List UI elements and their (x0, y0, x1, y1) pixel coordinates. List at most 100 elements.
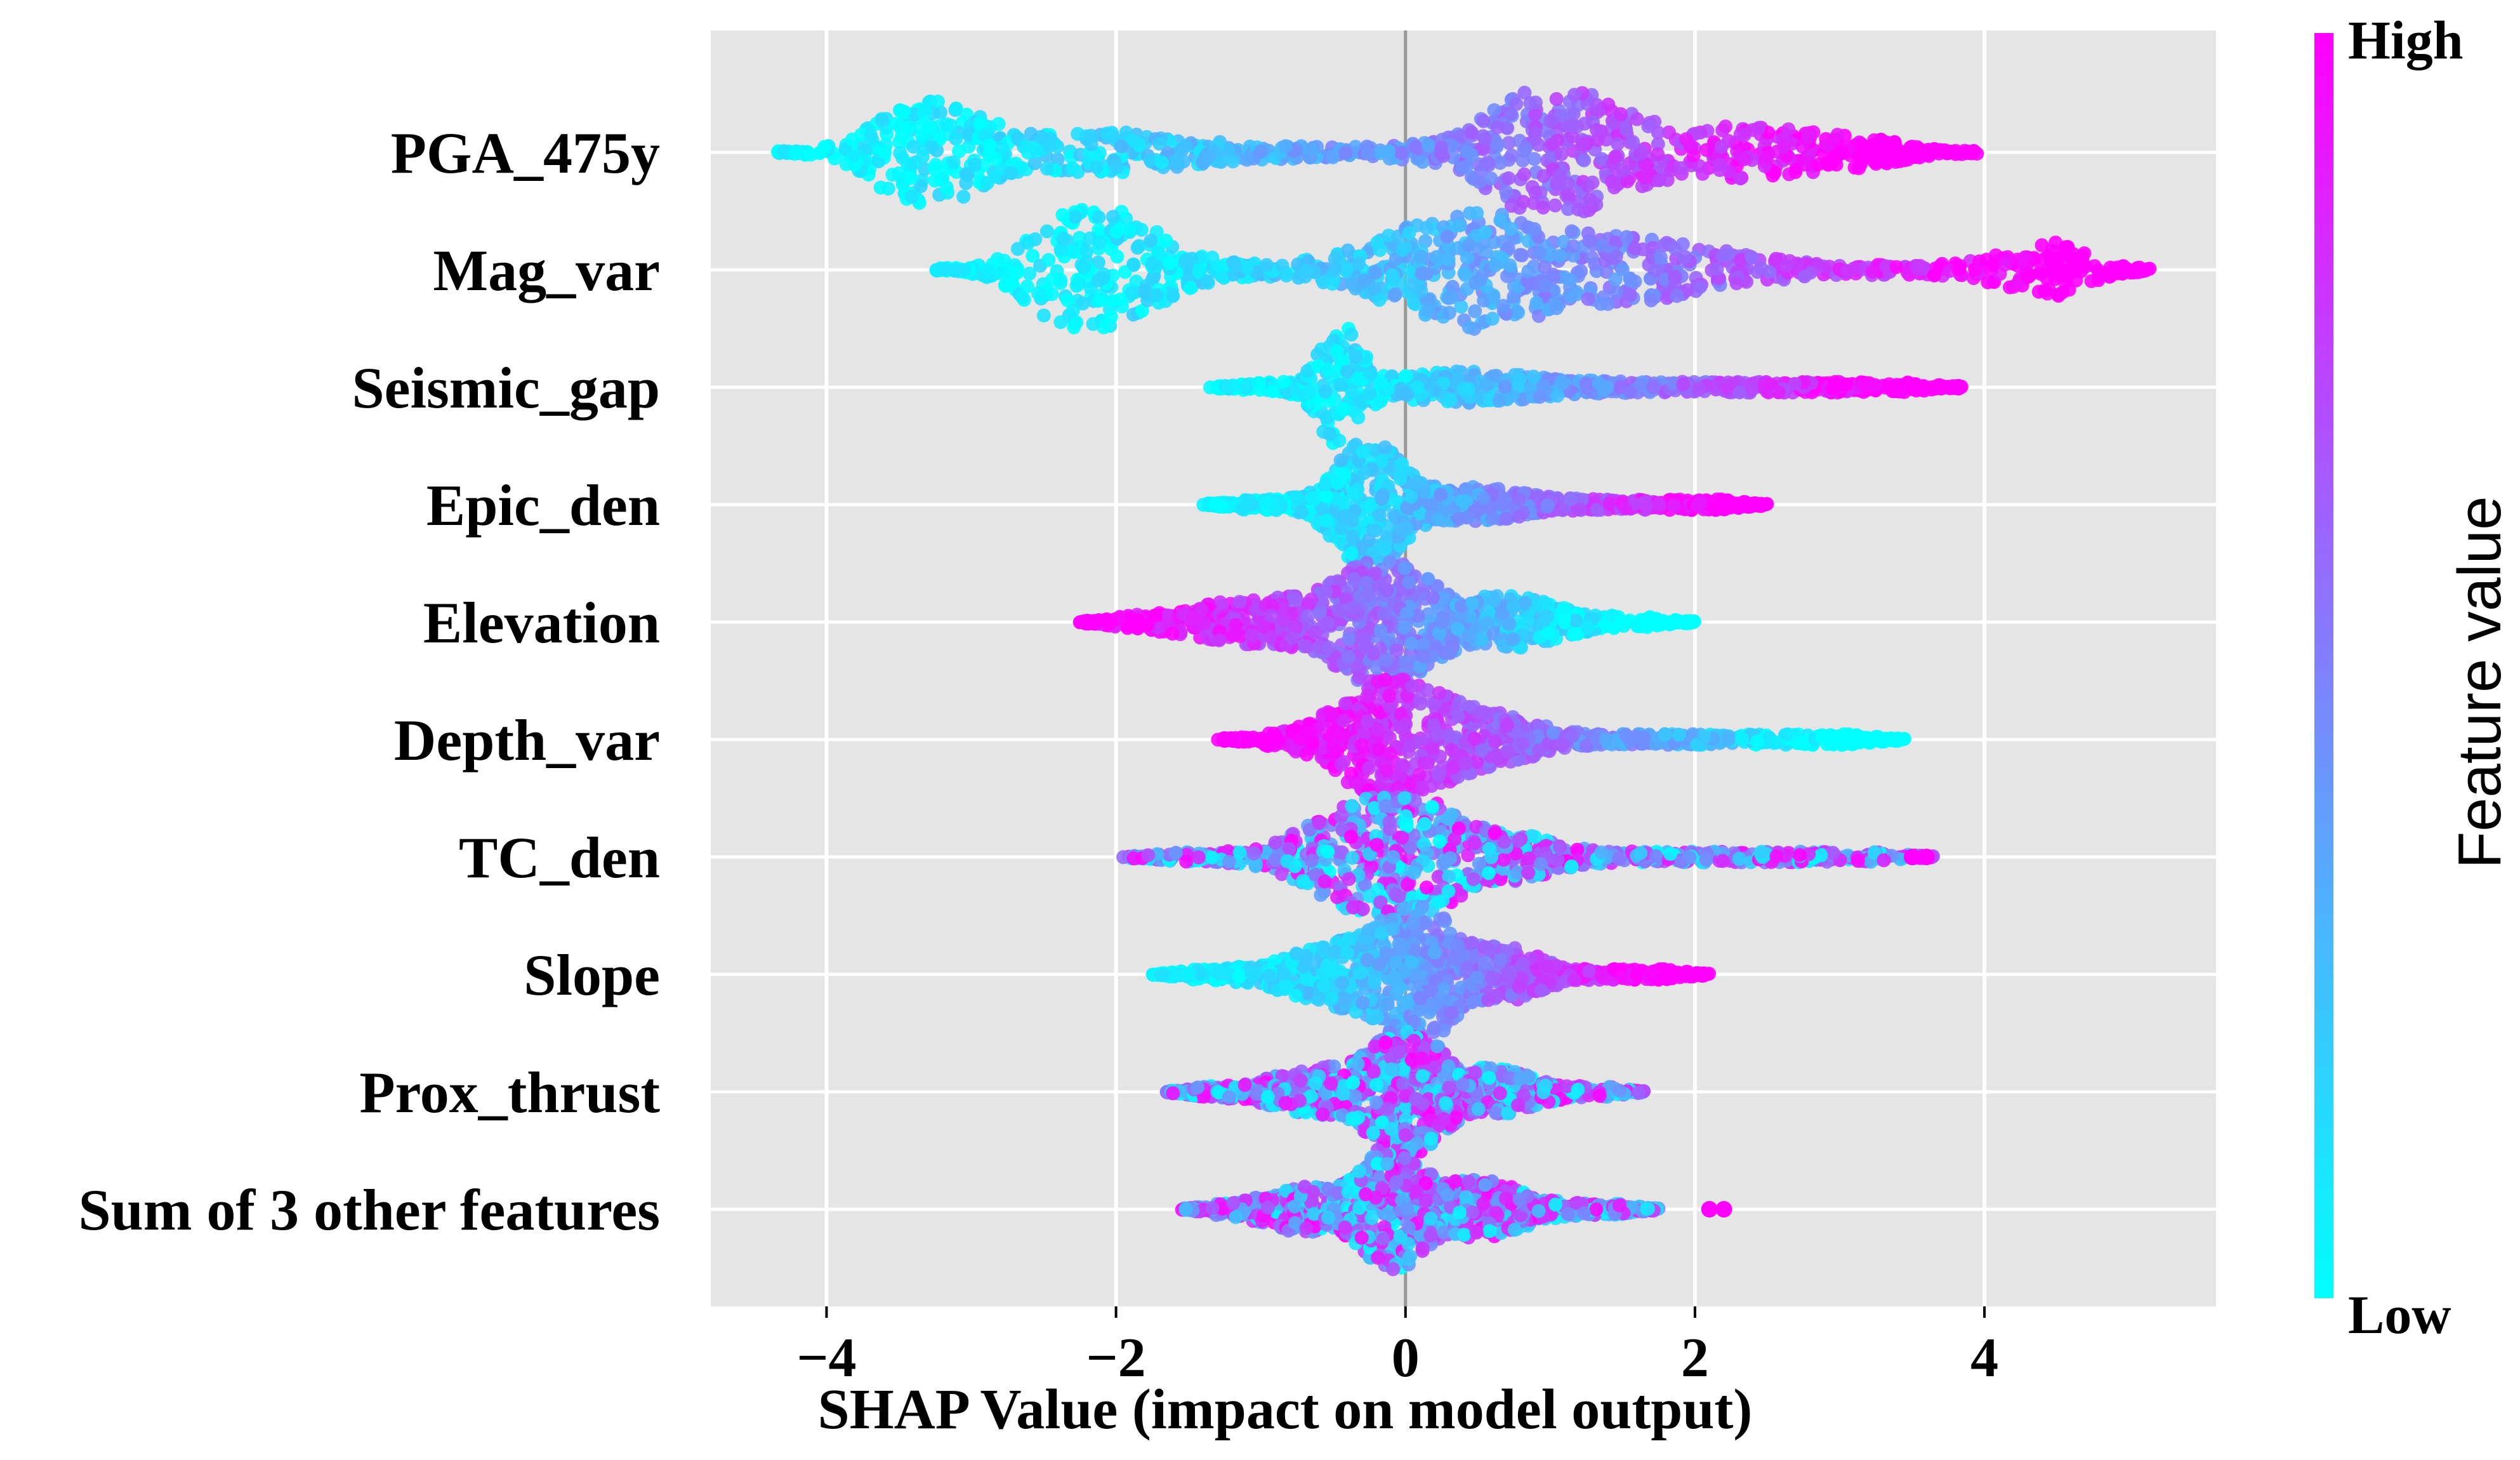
swarm-point (1319, 514, 1334, 528)
swarm-point (1732, 385, 1747, 400)
swarm-point (1847, 262, 1861, 276)
swarm-point (1443, 392, 1458, 407)
swarm-point (1538, 260, 1552, 274)
swarm-point (1409, 140, 1423, 154)
swarm-point (1178, 138, 1192, 153)
swarm-point (1276, 613, 1291, 627)
swarm-point (1065, 161, 1079, 175)
swarm-point (889, 117, 904, 131)
swarm-point (1395, 523, 1409, 538)
swarm-point (817, 140, 831, 154)
swarm-point (1633, 147, 1647, 161)
swarm-point (1126, 133, 1140, 148)
swarm-point (981, 263, 996, 278)
swarm-point (1700, 124, 1715, 138)
swarm-point (1623, 385, 1638, 399)
swarm-point (1205, 250, 1220, 265)
swarm-point (1487, 103, 1501, 117)
swarm-point (1506, 600, 1521, 614)
swarm-point (1148, 608, 1163, 623)
swarm-point (925, 140, 939, 155)
swarm-point (1578, 116, 1592, 131)
swarm-point (1590, 123, 1604, 137)
swarm-point (1065, 303, 1080, 318)
swarm-outlier-point (1129, 614, 1146, 630)
swarm-point (1472, 175, 1487, 189)
swarm-point (1344, 328, 1359, 342)
swarm-point (1960, 146, 1975, 161)
swarm-point (1199, 274, 1214, 288)
swarm-point (968, 157, 982, 172)
swarm-point (1451, 621, 1465, 636)
swarm-point (1490, 120, 1505, 135)
swarm-point (1870, 154, 1884, 168)
swarm-point (1229, 258, 1243, 273)
swarm-point (1626, 135, 1640, 149)
swarm-point (1166, 289, 1180, 303)
swarm-point (1699, 143, 1714, 157)
swarm-point (1549, 92, 1564, 106)
swarm-point (1598, 253, 1613, 268)
swarm-point (1865, 265, 1880, 279)
swarm-point (1540, 609, 1555, 624)
swarm-point (1927, 268, 1941, 282)
swarm-point (1453, 218, 1467, 233)
swarm-point (1425, 590, 1440, 605)
swarm-point (1613, 107, 1628, 121)
swarm-point (1577, 153, 1592, 168)
swarm-point (1686, 148, 1701, 163)
swarm-point (1342, 632, 1356, 647)
swarm-point (1020, 279, 1034, 294)
swarm-point (1608, 149, 1623, 164)
swarm-point (1259, 258, 1274, 272)
swarm-point (1888, 150, 1903, 164)
swarm-point (1490, 137, 1505, 152)
swarm-point (1712, 157, 1726, 172)
swarm-point (1620, 230, 1634, 244)
swarm-point (982, 147, 996, 162)
swarm-point (1455, 494, 1469, 508)
swarm-point (1069, 279, 1084, 293)
swarm-point (1618, 501, 1633, 515)
swarm-point (1609, 284, 1623, 299)
swarm-point (839, 157, 854, 171)
swarm-point (1512, 509, 1526, 524)
swarm-point (1565, 118, 1580, 133)
swarm-point (1951, 262, 1966, 277)
swarm-point (1573, 502, 1587, 517)
swarm-point (1563, 273, 1578, 287)
swarm-point (1378, 653, 1393, 667)
swarm-point (1668, 241, 1682, 256)
swarm-point (1304, 142, 1319, 156)
swarm-point (1652, 173, 1666, 188)
swarm-point (1415, 266, 1429, 281)
swarm-point (863, 128, 878, 142)
swarm-point (1352, 256, 1366, 271)
swarm-point (1110, 249, 1125, 264)
swarm-point (1528, 107, 1543, 122)
swarm-point (906, 140, 921, 154)
swarm-point (1109, 160, 1124, 175)
swarm-point (1651, 126, 1665, 140)
swarm-point (1100, 126, 1114, 141)
swarm-point (1240, 152, 1254, 167)
swarm-point (1696, 166, 1710, 181)
swarm-point (1670, 289, 1684, 303)
swarm-point (939, 180, 954, 194)
swarm-point (1253, 383, 1267, 397)
swarm-point (1737, 152, 1751, 166)
swarm-point (1604, 175, 1619, 189)
swarm-point (1512, 493, 1526, 507)
swarm-point (1345, 383, 1359, 398)
swarm-point (1373, 146, 1387, 161)
swarm-point (1540, 498, 1555, 513)
swarm-point (1388, 287, 1402, 302)
swarm-point (1554, 147, 1569, 161)
swarm-point (1461, 320, 1476, 335)
swarm-point (1651, 137, 1665, 152)
swarm-point (1901, 152, 1915, 167)
swarm-point (1811, 157, 1825, 172)
swarm-point (1513, 371, 1527, 386)
swarm-point (1575, 137, 1590, 152)
swarm-point (1861, 140, 1875, 154)
